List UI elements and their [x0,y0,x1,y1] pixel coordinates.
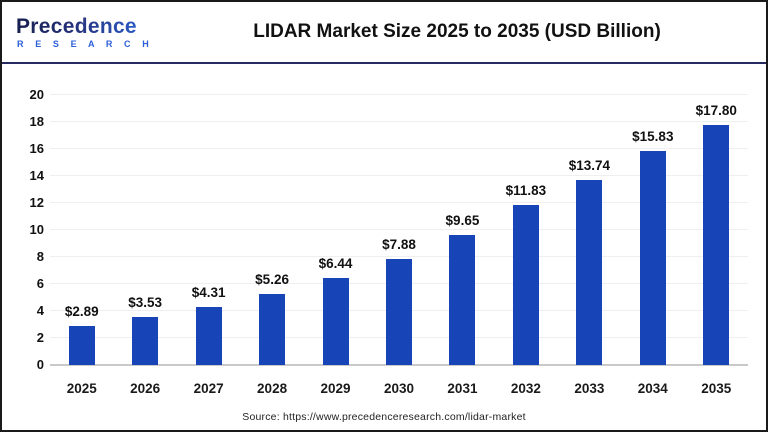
x-axis-label-2025: 2025 [66,381,97,396]
x-axis-label-2032: 2032 [510,381,541,396]
bar-value-label-2026: $3.53 [128,295,163,311]
gridline-10 [50,229,748,230]
y-axis-tick-8: 8 [36,249,44,264]
x-axis-label-2031: 2031 [447,381,478,396]
bar-2026: $3.53 [128,295,162,365]
bar-value-label-2031: $9.65 [445,212,480,228]
x-axis-label-2026: 2026 [130,381,161,396]
bar-value-label-2034: $15.83 [632,129,674,145]
plot-area: 0 2 4 6 8 10 12 14 16 18 20 $2.89 2025 $3.53 2026 $4.31… [30,87,748,396]
source-caption: Source: https://www.precedenceresearch.c… [242,411,526,423]
bar-2032: $11.83 [506,183,546,365]
bar-value-label-2025: $2.89 [64,304,99,319]
gridline-18 [50,121,748,122]
header: Precedence R E S E A R C H LIDAR Market … [2,2,766,64]
y-axis-tick-14: 14 [29,168,44,183]
bar-value-label-2033: $13.74 [568,157,610,173]
y-axis-tick-6: 6 [36,276,44,291]
x-axis-label-2033: 2033 [574,381,605,396]
bar-2025: $2.89 [65,304,99,365]
gridline-12 [50,202,748,203]
bar-value-label-2030: $7.88 [382,236,416,252]
bar-value-label-2028: $5.26 [255,272,289,287]
y-axis-tick-20: 20 [29,87,44,102]
gridline-20 [50,94,748,95]
x-axis-label-2028: 2028 [257,381,288,396]
y-axis-tick-12: 12 [29,195,44,210]
x-axis-label-2035: 2035 [701,381,732,396]
bar-2035: $17.80 [696,103,737,365]
bar-value-label-2029: $6.44 [318,256,353,272]
gridline-8 [50,256,748,257]
x-axis-label-2034: 2034 [637,381,668,396]
x-axis-line [50,364,748,366]
x-axis-label-2029: 2029 [320,381,351,396]
gridline-16 [50,148,748,149]
precedence-research-logo: Precedence R E S E A R C H [16,16,168,49]
bar-2031: $9.65 [446,213,479,365]
gridline-14 [50,175,748,176]
y-axis-tick-4: 4 [36,303,44,318]
y-axis-tick-0: 0 [36,357,44,372]
chart-title: LIDAR Market Size 2025 to 2035 (USD Bill… [253,21,661,42]
bar-2030: $7.88 [382,237,416,365]
bar-value-label-2035: $17.80 [695,102,737,118]
bar-chart: 0 2 4 6 8 10 12 14 16 18 20 $2.89 2025 $3.53 2026 $4.31… [2,66,766,398]
y-axis-tick-18: 18 [29,114,44,129]
bar-value-label-2027: $4.31 [191,284,226,300]
bar-2029: $6.44 [319,256,352,365]
bar-2027: $4.31 [192,285,226,365]
bar-2028: $5.26 [255,272,289,365]
logo-subtitle: R E S E A R C H [17,38,154,49]
bar-2034: $15.83 [632,129,673,365]
y-axis-tick-10: 10 [29,222,44,237]
bar-2033: $13.74 [569,158,610,365]
y-axis-tick-16: 16 [29,141,44,156]
y-axis-tick-2: 2 [36,330,44,345]
x-axis-label-2027: 2027 [193,381,224,396]
bar-value-label-2032: $11.83 [505,183,547,199]
logo-wordmark: Precedence [16,16,168,37]
x-axis-label-2030: 2030 [383,381,415,396]
